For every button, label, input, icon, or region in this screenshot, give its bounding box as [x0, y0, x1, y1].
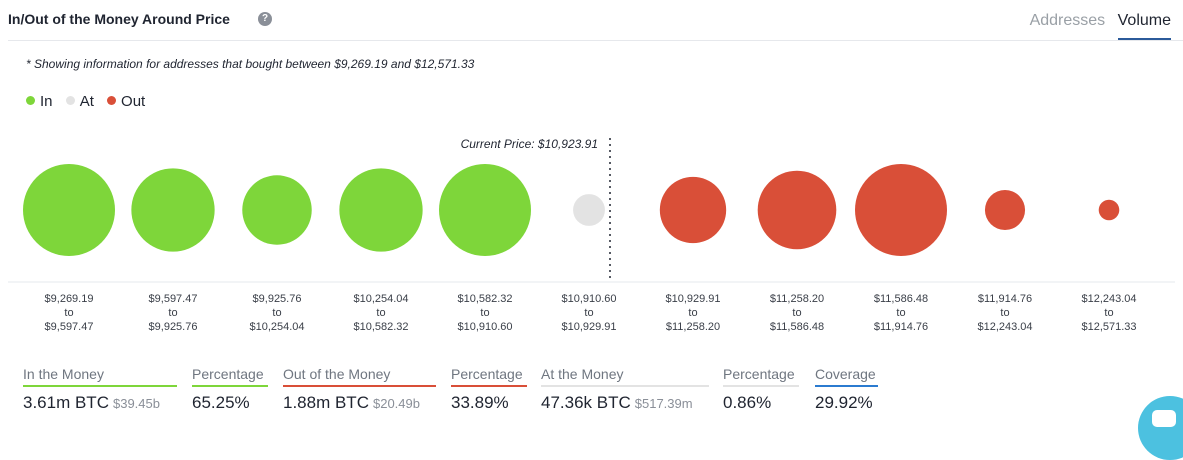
- stat-in-percentage-label: Percentage: [192, 366, 268, 387]
- bubble-chart: Current Price: $10,923.91 $9,269.19 to $9,5…: [8, 137, 1175, 333]
- bubble-9[interactable]: [855, 164, 947, 256]
- bubble-8[interactable]: [757, 170, 837, 250]
- bucket-5-from-label: $10,582.32: [457, 293, 512, 305]
- stat-out-money-usd: $20.49b: [372, 396, 420, 411]
- bucket-6-to-label: $10,929.91: [561, 321, 616, 333]
- bucket-4-to-label: $10,582.32: [353, 321, 408, 333]
- bucket-3-from-label: $9,925.76: [253, 293, 302, 305]
- bucket-4-from-label: $10,254.04: [353, 293, 408, 305]
- summary-stats: In the Money 3.61m BTC $39.45b Percentage…: [0, 366, 1183, 426]
- bubble-3[interactable]: [242, 175, 312, 245]
- stat-in-percentage: Percentage 65.25%: [192, 366, 268, 413]
- bubble-10[interactable]: [984, 189, 1026, 231]
- bucket-6-to-word-label: to: [584, 307, 593, 319]
- bubble-4[interactable]: [339, 168, 423, 252]
- stat-in-money-value: 3.61m BTC: [23, 393, 109, 412]
- bucket-8-to-word-label: to: [792, 307, 801, 319]
- bucket-1-from-label: $9,269.19: [45, 293, 94, 305]
- stat-out-percentage-value: 33.89%: [451, 393, 509, 412]
- bucket-3-to-label: $10,254.04: [249, 321, 304, 333]
- bucket-10-from-label: $11,914.76: [978, 293, 1032, 305]
- stat-out-money-label: Out of the Money: [283, 366, 436, 387]
- legend-item-at[interactable]: At: [65, 93, 94, 110]
- legend-dot-out: [107, 96, 117, 105]
- bubble-7[interactable]: [659, 176, 727, 244]
- bucket-9-to-label: $11,914.76: [874, 321, 928, 333]
- stat-at-percentage: Percentage 0.86%: [723, 366, 799, 413]
- bubble-11[interactable]: [1098, 199, 1120, 221]
- stat-in-money-label: In the Money: [23, 366, 177, 387]
- bucket-11-to-word-label: to: [1104, 307, 1113, 319]
- stat-in-percentage-value: 65.25%: [192, 393, 250, 412]
- chat-bubble-icon: [1152, 410, 1176, 427]
- bucket-11-to-label: $12,571.33: [1081, 321, 1136, 333]
- bucket-2-to-label: $9,925.76: [149, 321, 198, 333]
- bucket-5-to-label: $10,910.60: [457, 321, 512, 333]
- tab-volume[interactable]: Volume: [1117, 10, 1171, 40]
- bucket-2-from-label: $9,597.47: [149, 293, 198, 305]
- legend-label-in: In: [40, 93, 53, 110]
- tab-addresses[interactable]: Addresses: [1029, 12, 1106, 29]
- stat-in-money-usd: $39.45b: [112, 396, 160, 411]
- current-price-label: Current Price: $10,923.91: [461, 137, 598, 151]
- stat-out-money-value: 1.88m BTC: [283, 393, 369, 412]
- bucket-8-to-label: $11,586.48: [770, 321, 824, 333]
- header: In/Out of the Money Around Price ? Addre…: [8, 8, 1183, 41]
- stat-at-percentage-label: Percentage: [723, 366, 799, 387]
- page-title: In/Out of the Money Around Price: [8, 11, 230, 27]
- legend-label-at: At: [79, 93, 94, 110]
- bucket-9-from-label: $11,586.48: [874, 293, 928, 305]
- stat-out-percentage: Percentage 33.89%: [451, 366, 527, 413]
- legend: In At Out: [26, 93, 154, 110]
- bubble-5[interactable]: [439, 164, 531, 256]
- stat-out-money: Out of the Money 1.88m BTC $20.49b: [283, 366, 436, 413]
- bucket-7-to-word-label: to: [688, 307, 697, 319]
- stat-coverage-label: Coverage: [815, 366, 878, 387]
- help-icon[interactable]: ?: [258, 12, 272, 26]
- bubble-6[interactable]: [573, 194, 605, 226]
- bucket-4-to-word-label: to: [376, 307, 385, 319]
- bucket-10-to-word-label: to: [1000, 307, 1009, 319]
- legend-dot-at: [65, 96, 75, 105]
- stat-in-money: In the Money 3.61m BTC $39.45b: [23, 366, 177, 413]
- bucket-1-to-label: $9,597.47: [45, 321, 94, 333]
- bucket-2-to-word-label: to: [168, 307, 177, 319]
- bucket-10-to-label: $12,243.04: [977, 321, 1032, 333]
- stat-coverage: Coverage 29.92%: [815, 366, 878, 413]
- bubble-2[interactable]: [131, 168, 215, 252]
- legend-label-out: Out: [121, 93, 146, 110]
- bucket-3-to-word-label: to: [272, 307, 281, 319]
- bucket-1-to-word-label: to: [64, 307, 73, 319]
- legend-dot-in: [26, 96, 35, 105]
- range-note: * Showing information for addresses that…: [26, 57, 475, 71]
- bucket-5-to-word-label: to: [480, 307, 489, 319]
- bucket-11-from-label: $12,243.04: [1081, 293, 1136, 305]
- stat-at-money-usd: $517.39m: [634, 396, 693, 411]
- stat-at-percentage-value: 0.86%: [723, 393, 772, 412]
- stat-coverage-value: 29.92%: [815, 393, 873, 412]
- legend-item-in[interactable]: In: [26, 93, 53, 110]
- stat-at-money-value: 47.36k BTC: [541, 393, 631, 412]
- bucket-7-from-label: $10,929.91: [665, 293, 720, 305]
- view-tabs: Addresses Volume: [1022, 10, 1171, 40]
- stat-at-money-label: At the Money: [541, 366, 709, 387]
- stat-out-percentage-label: Percentage: [451, 366, 527, 387]
- bucket-8-from-label: $11,258.20: [770, 293, 824, 305]
- bubble-1[interactable]: [23, 164, 115, 256]
- bucket-7-to-label: $11,258.20: [666, 321, 720, 333]
- legend-item-out[interactable]: Out: [107, 93, 145, 110]
- stat-at-money: At the Money 47.36k BTC $517.39m: [541, 366, 709, 413]
- bucket-9-to-word-label: to: [896, 307, 905, 319]
- bucket-6-from-label: $10,910.60: [561, 293, 616, 305]
